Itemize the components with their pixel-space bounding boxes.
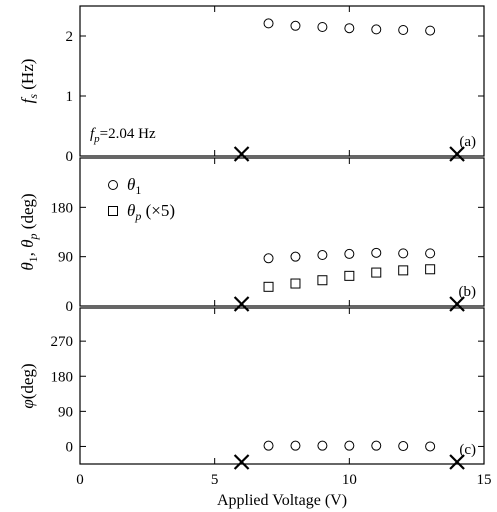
x-axis: 0 5 10 15 Applied Voltage (V) <box>76 472 491 509</box>
data-point-circle <box>263 440 274 451</box>
data-point-circle <box>425 25 436 36</box>
y-tick-label: 180 <box>51 200 74 216</box>
x-tick-label: 0 <box>76 472 84 488</box>
data-point-circle <box>371 24 382 35</box>
panel-c: 0 90 180 270 φ(deg) (c) <box>18 307 485 470</box>
panel-a: 0 1 2 fs (Hz) (a) fp=2.04 Hz <box>18 5 485 165</box>
x-marker-b <box>233 146 250 162</box>
data-point-circle <box>317 440 328 451</box>
panel-label: (a) <box>459 134 476 150</box>
panel-b: 0 90 180 θ1, θp (deg) (b) θ1 θp (×5) <box>18 157 485 315</box>
y-tick-label: 90 <box>58 404 73 420</box>
data-point-square <box>425 264 436 275</box>
data-point-circle <box>263 18 274 29</box>
data-point-square <box>344 270 355 281</box>
x-marker-b <box>449 146 465 162</box>
data-point-circle <box>344 440 355 451</box>
data-point-circle <box>371 440 382 451</box>
x-tick-label: 10 <box>342 472 357 488</box>
data-point-circle <box>371 247 382 258</box>
data-point-square <box>317 275 328 286</box>
data-point-square <box>263 281 274 292</box>
y-tick-label: 0 <box>66 149 74 165</box>
data-point-circle <box>425 441 436 452</box>
legend-marker-circle <box>108 180 118 190</box>
data-point-square <box>371 267 382 278</box>
x-marker-b <box>449 454 465 470</box>
y-axis-label: fs (Hz) <box>18 59 40 104</box>
x-tick-label: 15 <box>477 472 492 488</box>
data-point-circle <box>344 248 355 259</box>
y-tick-label: 90 <box>58 250 73 266</box>
y-axis-label: θ1, θp (deg) <box>18 193 40 270</box>
data-point-circle <box>398 248 409 259</box>
legend-marker-square <box>108 206 118 216</box>
plot-frame <box>79 5 485 157</box>
data-point-circle <box>398 25 409 35</box>
data-point-circle <box>344 23 355 34</box>
plot-frame <box>79 307 485 465</box>
x-axis-label: Applied Voltage (V) <box>217 492 347 509</box>
data-point-square <box>398 265 409 276</box>
x-marker-b <box>449 296 465 312</box>
x-marker-b <box>233 454 250 470</box>
data-point-circle <box>290 20 301 31</box>
y-tick-label: 1 <box>66 89 74 105</box>
panel-label: (c) <box>459 442 476 458</box>
data-point-circle <box>290 440 301 451</box>
y-axis-label: φ(deg) <box>18 363 37 408</box>
legend-label: θp (×5) <box>127 201 175 223</box>
data-point-circle <box>263 253 274 264</box>
x-tick-label: 5 <box>211 472 219 488</box>
y-tick-label: 0 <box>66 299 74 315</box>
annotation-fp: fp=2.04 Hz <box>90 126 156 145</box>
y-tick-label: 2 <box>66 29 74 45</box>
data-point-square <box>290 278 301 289</box>
y-tick-label: 270 <box>51 334 74 350</box>
data-point-circle <box>317 250 328 261</box>
y-tick-label: 0 <box>66 439 74 455</box>
y-tick-label: 180 <box>51 369 74 385</box>
data-point-circle <box>290 251 301 262</box>
legend-label: θ1 <box>127 175 141 197</box>
x-marker-b <box>233 296 250 312</box>
panel-label: (b) <box>459 284 477 300</box>
data-point-circle <box>425 248 436 259</box>
data-point-circle <box>317 22 328 32</box>
plot-frame <box>79 157 485 307</box>
data-point-circle <box>398 441 409 452</box>
